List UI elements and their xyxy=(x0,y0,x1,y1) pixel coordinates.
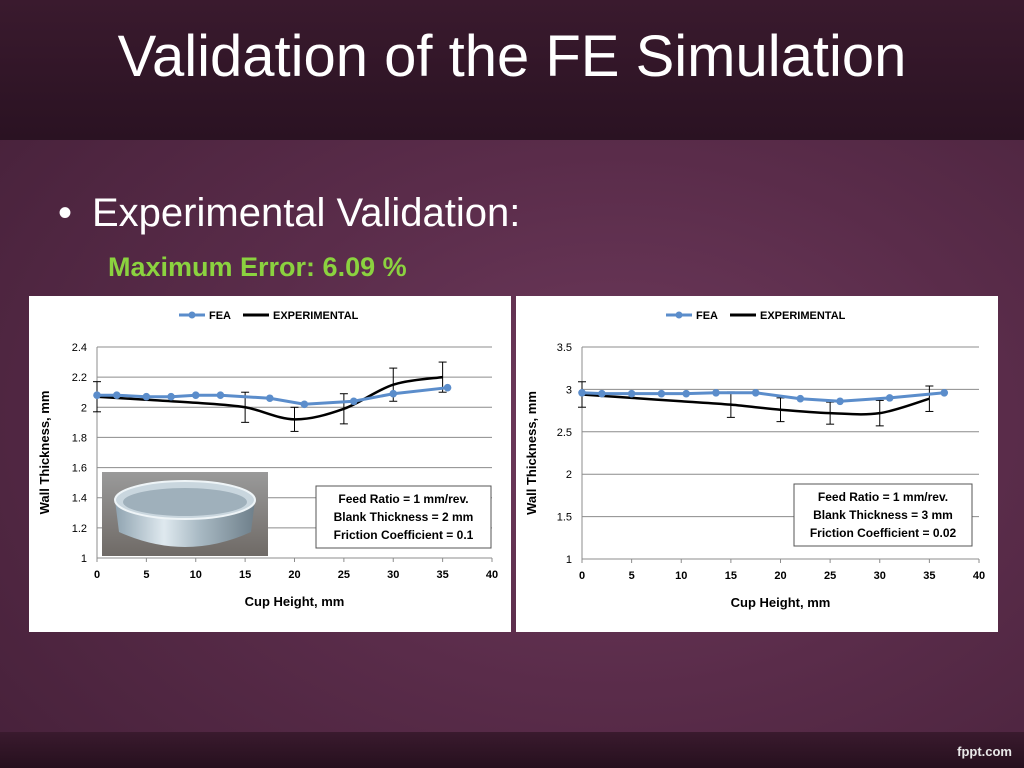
fea-data-point xyxy=(657,389,666,398)
bullet-dot-icon: • xyxy=(58,191,73,235)
y-axis-label: Wall Thickness, mm xyxy=(524,391,539,515)
fea-data-point xyxy=(598,389,606,398)
x-tick-label: 35 xyxy=(923,570,935,582)
x-tick-label: 25 xyxy=(338,569,350,581)
chart-panel-left: 1 1.2 1.4 1.6 1.8 2 2.2 2.4 0 5 10 15 20 25 30 35 40 Cup … xyxy=(29,296,511,632)
y-tick-label: 3 xyxy=(566,384,572,396)
x-tick-label: 40 xyxy=(486,569,498,581)
x-tick-label: 5 xyxy=(143,569,149,581)
fea-data-point xyxy=(682,389,691,398)
fea-data-point xyxy=(836,397,844,406)
fea-data-point xyxy=(940,388,949,397)
fea-data-point xyxy=(167,392,175,401)
y-tick-label: 2 xyxy=(81,402,87,414)
parameter-text: Blank Thickness = 2 mm xyxy=(334,510,474,524)
x-axis-label: Cup Height, mm xyxy=(731,595,831,610)
x-tick-label: 35 xyxy=(437,569,449,581)
fea-data-point xyxy=(751,388,760,397)
max-error-subheading: Maximum Error: 6.09 % xyxy=(108,252,407,282)
y-tick-label: 3.5 xyxy=(557,342,572,354)
footer-bar xyxy=(0,732,1024,768)
y-tick-label: 1 xyxy=(81,553,87,565)
y-tick-label: 2 xyxy=(566,469,572,481)
fea-data-point xyxy=(266,394,274,403)
y-tick-label: 1.6 xyxy=(72,463,87,475)
x-tick-label: 15 xyxy=(725,570,737,582)
x-tick-label: 10 xyxy=(190,569,202,581)
title-bar xyxy=(0,0,1024,140)
y-axis-label: Wall Thickness, mm xyxy=(37,391,52,515)
x-tick-label: 25 xyxy=(824,570,836,582)
fea-data-point xyxy=(578,388,586,397)
fea-data-point xyxy=(627,389,636,398)
y-tick-label: 2.4 xyxy=(72,342,87,354)
y-tick-label: 1.2 xyxy=(72,523,87,535)
legend-fea-label: FEA xyxy=(696,310,718,322)
x-tick-label: 5 xyxy=(629,570,635,582)
legend-fea-marker xyxy=(188,311,196,319)
parameters-box xyxy=(315,485,492,549)
parameter-text: Feed Ratio = 1 mm/rev. xyxy=(818,490,948,504)
bullet-text: Experimental Validation: xyxy=(92,191,521,235)
legend-experimental-label: EXPERIMENTAL xyxy=(760,310,846,322)
y-tick-label: 1.5 xyxy=(557,512,572,524)
y-tick-label: 1.8 xyxy=(72,432,87,444)
legend-fea-label: FEA xyxy=(209,310,231,322)
x-axis-label: Cup Height, mm xyxy=(245,594,345,609)
parameter-text: Blank Thickness = 3 mm xyxy=(813,508,953,522)
chart-panel-right: 1 1.5 2 2.5 3 3.5 0 5 10 15 20 25 30 35 40 Cup Height, … xyxy=(516,296,998,632)
x-tick-label: 30 xyxy=(874,570,886,582)
aluminum-cup-photo xyxy=(102,472,268,556)
x-tick-label: 10 xyxy=(675,570,687,582)
legend-fea-marker xyxy=(675,311,683,319)
fea-data-point xyxy=(142,392,151,401)
fea-data-point xyxy=(443,383,452,392)
fea-data-point xyxy=(389,389,398,398)
fea-data-point xyxy=(112,391,121,400)
y-tick-label: 1 xyxy=(566,554,572,566)
fea-data-point xyxy=(885,394,894,402)
parameter-text: Friction Coefficient = 0.02 xyxy=(810,526,957,540)
fea-data-point xyxy=(300,400,309,409)
x-tick-label: 30 xyxy=(387,569,399,581)
y-tick-label: 2.5 xyxy=(557,427,572,439)
bullet-item: • Experimental Validation: xyxy=(58,188,520,238)
x-tick-label: 20 xyxy=(288,569,300,581)
parameter-text: Friction Coefficient = 0.1 xyxy=(334,528,474,542)
chart-right: 1 1.5 2 2.5 3 3.5 0 5 10 15 20 25 30 35 40 Cup Height, … xyxy=(524,310,985,610)
brand-label: fppt.com xyxy=(957,744,1012,759)
x-tick-label: 0 xyxy=(579,570,585,582)
fea-data-point xyxy=(349,397,358,406)
parameter-text: Feed Ratio = 1 mm/rev. xyxy=(338,492,468,506)
parameters-box xyxy=(793,483,973,547)
y-tick-label: 2.2 xyxy=(72,372,87,384)
x-tick-label: 15 xyxy=(239,569,251,581)
y-tick-label: 1.4 xyxy=(72,493,87,505)
x-tick-label: 40 xyxy=(973,570,985,582)
slide-title: Validation of the FE Simulation xyxy=(117,24,907,89)
experimental-series-line xyxy=(581,393,930,416)
x-tick-label: 20 xyxy=(774,570,786,582)
experimental-series-line xyxy=(96,375,443,421)
fea-data-point xyxy=(712,388,720,397)
fea-data-point xyxy=(93,391,101,400)
legend-experimental-label: EXPERIMENTAL xyxy=(273,310,359,322)
fea-data-point xyxy=(191,391,200,400)
fea-data-point xyxy=(796,394,805,403)
chart-left: 1 1.2 1.4 1.6 1.8 2 2.2 2.4 0 5 10 15 20 25 30 35 40 Cup … xyxy=(37,310,498,609)
fea-data-point xyxy=(216,391,225,400)
x-tick-label: 0 xyxy=(94,569,100,581)
